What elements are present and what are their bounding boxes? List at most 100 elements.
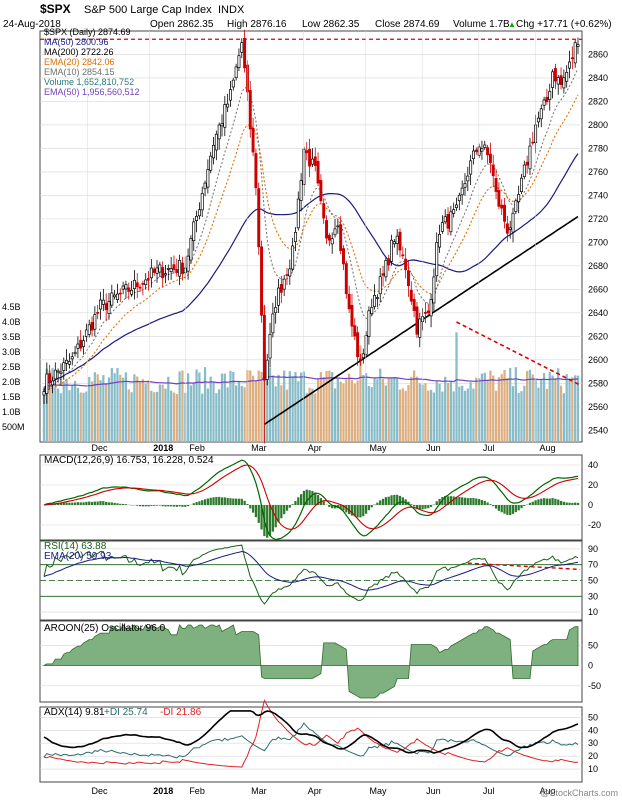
macd-histogram-bar (415, 505, 419, 509)
macd-histogram-bar (390, 495, 393, 505)
candle-body (471, 150, 475, 159)
macd-histogram-bar (175, 505, 178, 507)
candle-body (333, 228, 337, 236)
adx-x-label: May (370, 786, 388, 796)
volume-bar (523, 385, 526, 442)
adx-panel-tick-label: 40 (588, 725, 598, 735)
macd-histogram-bar (424, 505, 427, 509)
volume-bar (299, 372, 303, 442)
volume-bar (410, 376, 413, 442)
macd-histogram-bar (305, 489, 308, 505)
macd-histogram-bar (220, 497, 224, 505)
macd-histogram-bar (559, 500, 563, 505)
candle-body (514, 200, 518, 212)
macd-histogram-bar (523, 505, 526, 507)
candle-body (573, 42, 577, 64)
candle-body (53, 369, 57, 380)
volume-bar (88, 377, 91, 442)
price-x-label: Dec (91, 443, 108, 453)
rsi-trendline (467, 562, 581, 571)
macd-histogram-bar (79, 502, 82, 505)
volume-tick-label: 4.5B (2, 302, 21, 312)
candle-body (279, 284, 283, 293)
volume-bar (472, 388, 475, 442)
volume-bar (308, 387, 311, 442)
header-high: High 2876.16 (227, 19, 287, 30)
volume-bar (545, 388, 549, 442)
macd-histogram-bar (155, 505, 159, 506)
macd-histogram-bar (82, 502, 85, 505)
volume-bar (441, 391, 444, 442)
volume-bar (144, 383, 147, 442)
macd-histogram-bar (492, 505, 495, 507)
volume-bar (370, 387, 373, 442)
candle-body (491, 164, 495, 177)
macd-histogram-bar (379, 500, 382, 505)
rsi-panel-tick-label: 90 (588, 544, 598, 554)
volume-bar (526, 370, 529, 442)
candle-body (373, 295, 377, 307)
candle-body (240, 42, 244, 53)
candle-body (144, 279, 148, 285)
macd-histogram-bar (517, 505, 520, 511)
candle-body (152, 268, 156, 273)
candle-body (212, 144, 215, 159)
macd-histogram-bar (209, 497, 212, 505)
macd-histogram-bar (96, 501, 99, 505)
macd-histogram-bar (105, 501, 108, 505)
candle-body (51, 380, 54, 386)
volume-bar (249, 370, 252, 442)
volume-bar (42, 386, 46, 442)
macd-histogram-bar (446, 496, 450, 505)
macd-histogram-bar (110, 502, 113, 505)
price-x-label: Aug (539, 443, 555, 453)
volume-bar (201, 393, 204, 442)
candle-body (401, 254, 405, 257)
volume-bar (138, 382, 142, 442)
volume-bar (477, 378, 481, 442)
candle-body (503, 204, 507, 222)
volume-bar (54, 386, 57, 442)
candle-body (135, 282, 139, 288)
volume-bar (415, 376, 419, 442)
candle-body (200, 193, 204, 211)
candle-body (192, 221, 196, 241)
macd-histogram-bar (480, 500, 484, 505)
candle-body (271, 313, 275, 334)
volume-bar (531, 374, 534, 442)
candle-body (556, 77, 560, 85)
macd-histogram-bar (503, 505, 506, 514)
candle-body (480, 148, 484, 152)
volume-bar (511, 386, 515, 442)
macd-histogram-bar (511, 505, 515, 514)
candle-body (412, 299, 416, 311)
candle-body (268, 334, 272, 359)
price-tick-label: 2840 (588, 73, 608, 83)
volume-tick-label: 1.0B (2, 407, 21, 417)
candle-body (70, 356, 74, 360)
candle-body (367, 310, 371, 337)
volume-bar (381, 378, 385, 442)
aroon-panel-tick-label: -50 (588, 681, 601, 691)
candle-body (395, 235, 399, 244)
volume-bar (342, 383, 345, 442)
macd-histogram-bar (186, 505, 190, 507)
macd-histogram-bar (557, 499, 560, 505)
macd-histogram-bar (427, 505, 430, 509)
volume-bar (186, 373, 190, 442)
macd-histogram-bar (181, 505, 184, 507)
macd-legend: MACD(12,26,9) 16.753, 16.228, 0.524 (44, 455, 214, 466)
change-arrow-icon: ▲ (508, 20, 516, 29)
macd-histogram-bar (472, 497, 475, 505)
macd-histogram-bar (138, 505, 142, 507)
adx-x-label: Mar (251, 786, 267, 796)
volume-bar (158, 384, 161, 442)
candle-body (322, 203, 326, 219)
volume-bar (328, 370, 331, 442)
candle-body (531, 141, 535, 144)
volume-bar (486, 380, 489, 442)
candle-body (223, 104, 227, 128)
volume-bar (353, 383, 356, 442)
macd-histogram-bar (444, 495, 447, 505)
macd-histogram-bar (568, 502, 571, 505)
